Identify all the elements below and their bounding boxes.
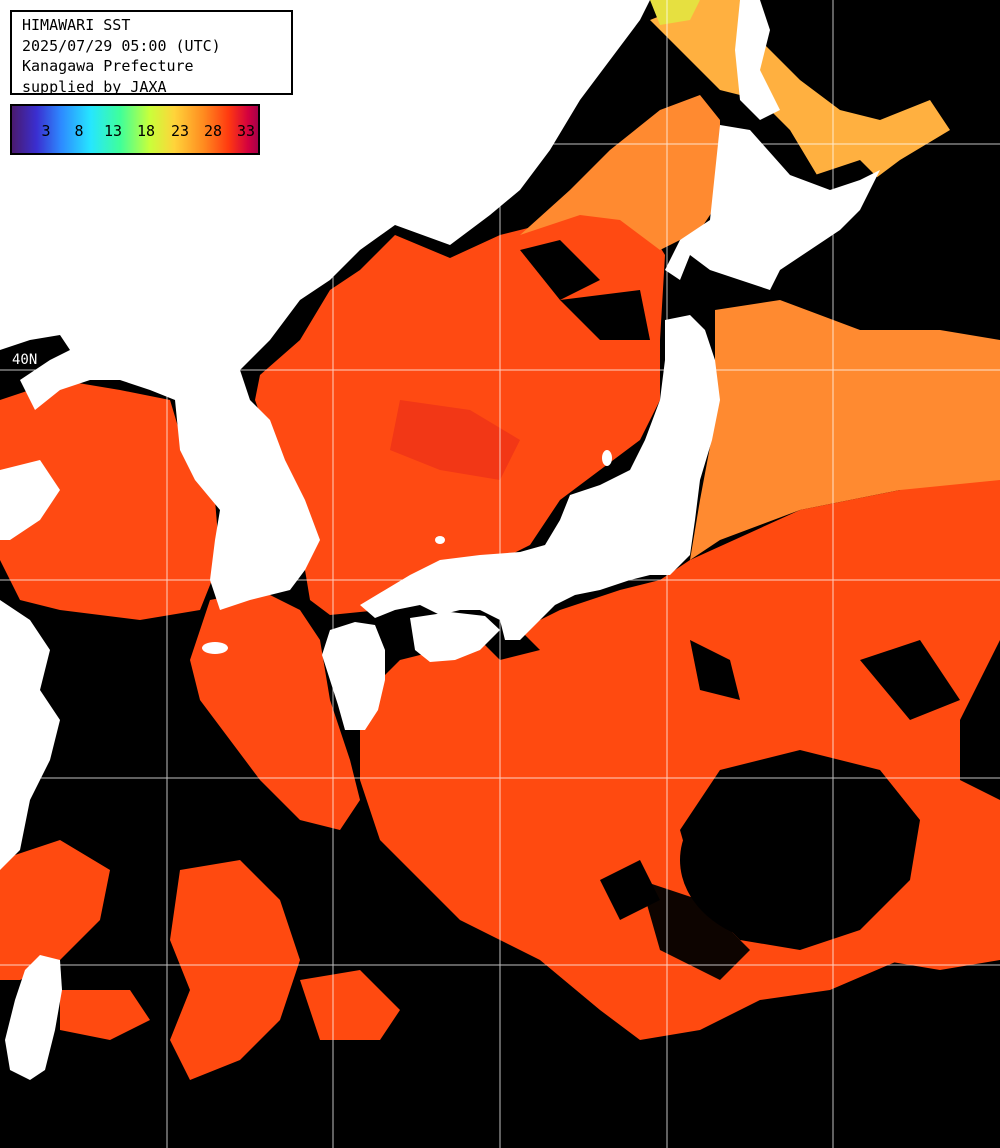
colorbar-tick-3: 3 bbox=[41, 122, 51, 140]
land-kyushu bbox=[322, 622, 385, 730]
colorbar-tick-8: 8 bbox=[74, 122, 84, 140]
lat-label-30n: 30N bbox=[12, 760, 38, 776]
temperature-colorbar: 3 8 13 18 23 28 33 bbox=[10, 104, 260, 155]
colorbar-tick-13: 13 bbox=[103, 122, 123, 140]
region-label: Kanagawa Prefecture bbox=[22, 57, 194, 75]
land-honshu bbox=[360, 315, 720, 640]
land-sado bbox=[602, 450, 612, 466]
timestamp: 2025/07/29 05:00 (UTC) bbox=[22, 36, 221, 55]
typhoon-cloud bbox=[640, 750, 920, 980]
land-china-coast bbox=[0, 460, 60, 540]
product-title: HIMAWARI SST bbox=[22, 16, 131, 34]
land-ulleungdo bbox=[398, 132, 426, 164]
land-oki bbox=[435, 536, 445, 544]
sst-south-patch-3 bbox=[60, 990, 150, 1040]
colorbar-tick-18: 18 bbox=[136, 122, 156, 140]
land-taiwan bbox=[5, 955, 62, 1080]
lat-label-40n: 40N bbox=[12, 352, 38, 368]
info-box: HIMAWARI SST 2025/07/29 05:00 (UTC) Kana… bbox=[10, 10, 293, 96]
sst-east-china-sea bbox=[190, 590, 360, 830]
colorbar-tick-33: 33 bbox=[236, 122, 256, 140]
land-china-east bbox=[0, 600, 60, 870]
land-jeju bbox=[202, 642, 228, 654]
sst-north-yellow bbox=[650, 0, 700, 25]
sst-south-patch-4 bbox=[300, 970, 400, 1040]
land-hokkaido bbox=[665, 125, 880, 290]
sst-sea-of-japan bbox=[255, 200, 665, 615]
data-source: supplied by JAXA bbox=[22, 77, 167, 96]
sst-ocean-layer bbox=[0, 0, 1000, 1080]
sst-south-patch-2 bbox=[170, 860, 300, 1080]
sst-sea-of-japan-hot bbox=[390, 400, 520, 480]
colorbar-tick-23: 23 bbox=[170, 122, 190, 140]
sst-south-patch-1 bbox=[0, 840, 110, 980]
land-shikoku bbox=[410, 612, 500, 662]
colorbar-tick-28: 28 bbox=[203, 122, 223, 140]
sst-south-patch-5 bbox=[880, 860, 1000, 970]
sst-yellow-sea bbox=[0, 380, 220, 620]
sst-north-cool bbox=[650, 0, 950, 190]
land-sakhalin bbox=[735, 0, 780, 120]
sst-pacific-northeast bbox=[690, 300, 1000, 560]
sst-north-area bbox=[520, 95, 720, 250]
